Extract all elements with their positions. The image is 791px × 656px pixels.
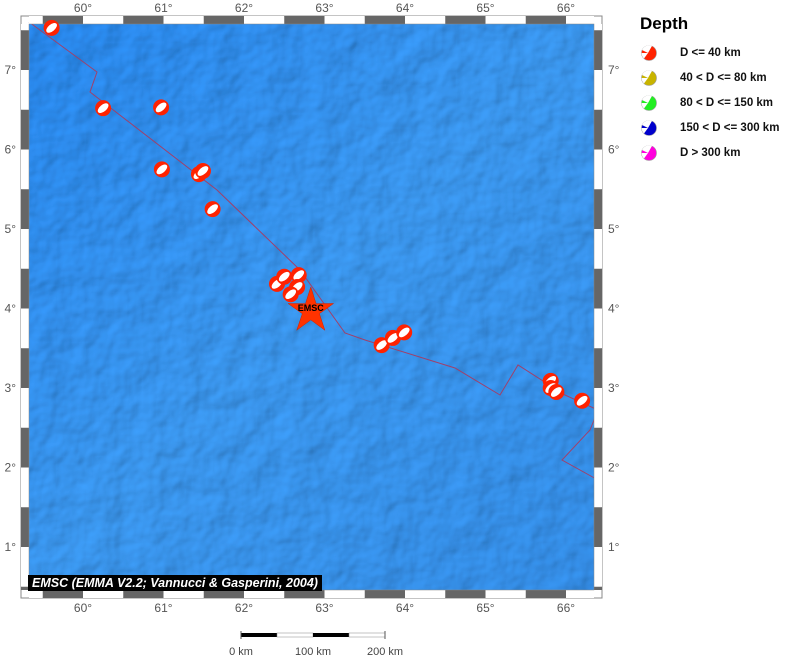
lat-tick-label: 1° <box>5 540 17 554</box>
lat-tick-label: 5° <box>5 222 17 236</box>
lon-tick-label: 64° <box>396 1 414 15</box>
depth-legend: Depth D <= 40 km 40 < D <= 80 km 80 < D <=… <box>640 14 779 165</box>
lon-tick-label: 62° <box>235 601 253 615</box>
lat-tick-label: 2° <box>5 461 17 475</box>
legend-item: D <= 40 km <box>640 40 779 65</box>
lon-tick-label: 62° <box>235 1 253 15</box>
legend-item: 150 < D <= 300 km <box>640 115 779 140</box>
earthquake-event[interactable] <box>95 100 112 117</box>
earthquake-event[interactable] <box>548 383 565 400</box>
scale-bar: 0 km 100 km 200 km <box>229 631 403 656</box>
legend-label: 40 < D <= 80 km <box>680 71 767 84</box>
lat-tick-label: 3° <box>5 381 17 395</box>
lat-tick-label: 6° <box>5 143 17 157</box>
earthquake-event[interactable] <box>194 162 211 179</box>
legend-title: Depth <box>640 14 689 33</box>
beachball-icon <box>641 44 657 61</box>
earthquake-event[interactable] <box>373 337 390 354</box>
beachball-icon <box>641 144 657 161</box>
lat-tick-label: 7° <box>5 63 17 77</box>
lat-tick-label: 3° <box>608 381 620 395</box>
lon-tick-label: 66° <box>557 1 575 15</box>
earthquake-event[interactable] <box>282 286 299 303</box>
lon-tick-label: 65° <box>476 1 494 15</box>
earthquake-event[interactable] <box>153 99 170 116</box>
lat-tick-label: 1° <box>608 540 620 554</box>
scale-label-100: 100 km <box>295 646 331 656</box>
lon-tick-label: 60° <box>74 1 92 15</box>
lon-tick-label: 64° <box>396 601 414 615</box>
beachball-icon <box>641 119 657 136</box>
plate-boundary <box>28 21 599 481</box>
lat-tick-label: 6° <box>608 143 620 157</box>
earthquake-events <box>43 19 591 409</box>
lon-tick-label: 63° <box>315 1 333 15</box>
lat-tick-label: 2° <box>608 461 620 475</box>
scale-label-200: 200 km <box>367 646 403 656</box>
legend-item: D > 300 km <box>640 140 779 165</box>
legend-label: 150 < D <= 300 km <box>680 121 780 134</box>
lat-tick-label: 7° <box>608 63 620 77</box>
earthquake-event[interactable] <box>204 201 221 218</box>
lat-tick-label: 4° <box>608 302 620 316</box>
lat-tick-label: 5° <box>608 222 620 236</box>
earthquake-event[interactable] <box>396 324 413 341</box>
earthquake-event[interactable] <box>574 392 591 409</box>
map-frame <box>20 15 603 599</box>
lon-tick-label: 60° <box>74 601 92 615</box>
lat-tick-label: 4° <box>5 302 17 316</box>
earthquake-event[interactable] <box>153 161 170 178</box>
data-credit: EMSC (EMMA V2.2; Vannucci & Gasperini, 2… <box>28 575 322 591</box>
lon-tick-label: 65° <box>476 601 494 615</box>
beachball-icon <box>641 69 657 86</box>
earthquake-event[interactable] <box>290 267 307 284</box>
earthquake-event[interactable] <box>276 268 293 285</box>
lon-tick-label: 61° <box>154 1 172 15</box>
lon-tick-label: 66° <box>557 601 575 615</box>
legend-label: 80 < D <= 150 km <box>680 96 774 109</box>
legend-label: D <= 40 km <box>680 46 741 59</box>
lon-tick-label: 61° <box>154 601 172 615</box>
scale-label-0: 0 km <box>229 646 253 656</box>
earthquake-event[interactable] <box>43 19 60 36</box>
beachball-icon <box>641 94 657 111</box>
legend-item: 80 < D <= 150 km <box>640 90 779 115</box>
legend-label: D > 300 km <box>680 146 741 159</box>
epicenter-marker[interactable]: EMSC <box>287 286 335 331</box>
axis-ticks: 60° 60° 61° 61° 62° 62° 63° 63° 64° 64° 65° 65° 66° 6… <box>5 1 620 615</box>
legend-item: 40 < D <= 80 km <box>640 65 779 90</box>
lon-tick-label: 63° <box>315 601 333 615</box>
epicenter-label: EMSC <box>298 303 325 313</box>
